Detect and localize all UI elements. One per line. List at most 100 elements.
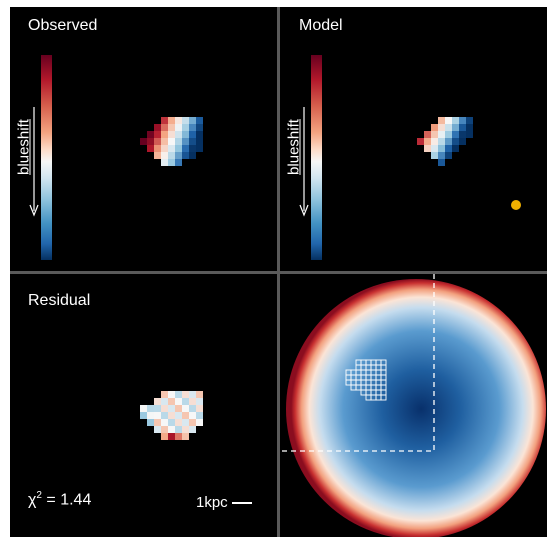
observed-pixel <box>147 138 154 145</box>
galaxy-disk <box>280 274 546 537</box>
observed-pixel <box>189 145 196 152</box>
residual-pixel <box>182 433 189 440</box>
model-pixel <box>438 124 445 131</box>
observed-pixel <box>196 145 203 152</box>
residual-pixel <box>168 391 175 398</box>
observed-pixel <box>175 145 182 152</box>
model-pixel <box>452 117 459 124</box>
chi-value: = 1.44 <box>41 491 92 509</box>
observed-pixel <box>154 152 161 159</box>
observed-pixel <box>168 152 175 159</box>
model-pixel <box>452 131 459 138</box>
residual-pixel <box>168 405 175 412</box>
model-pixel <box>445 117 452 124</box>
residual-pixel <box>154 405 161 412</box>
residual-pixel <box>196 412 203 419</box>
residual-pixel <box>161 398 168 405</box>
observed-pixel <box>168 117 175 124</box>
residual-pixel <box>189 391 196 398</box>
residual-pixel <box>175 412 182 419</box>
observed-pixel <box>147 131 154 138</box>
model-pixel <box>445 145 452 152</box>
observed-pixel <box>175 138 182 145</box>
residual-pixel <box>168 419 175 426</box>
observed-pixel <box>168 145 175 152</box>
model-pixel <box>445 138 452 145</box>
observed-pixel <box>161 145 168 152</box>
residual-pixel <box>189 405 196 412</box>
observed-title: Observed <box>28 17 98 34</box>
residual-pixel <box>154 412 161 419</box>
observed-pixel <box>182 124 189 131</box>
observed-pixel <box>182 138 189 145</box>
residual-pixel <box>175 398 182 405</box>
observed-pixel <box>161 152 168 159</box>
residual-pixel <box>182 391 189 398</box>
residual-pixel <box>154 398 161 405</box>
observed-pixel <box>161 131 168 138</box>
observed-pixel <box>175 124 182 131</box>
observed-pixel <box>161 159 168 166</box>
residual-pixel <box>175 391 182 398</box>
psf-marker-icon <box>511 200 521 210</box>
observed-pixel <box>182 152 189 159</box>
chi-exponent: 2 <box>36 490 42 501</box>
residual-pixel <box>196 398 203 405</box>
figure: Observed blueshift Model blueshift Resid… <box>10 7 547 537</box>
observed-pixel <box>168 131 175 138</box>
residual-pixel <box>189 419 196 426</box>
ifu-footprint-grid <box>345 359 387 401</box>
model-pixel <box>459 138 466 145</box>
observed-pixel <box>189 124 196 131</box>
residual-pixel <box>168 398 175 405</box>
observed-pixel <box>182 117 189 124</box>
model-pixel <box>445 152 452 159</box>
model-pixel <box>431 138 438 145</box>
model-pixel <box>417 138 424 145</box>
residual-pixel <box>189 412 196 419</box>
observed-pixel <box>182 145 189 152</box>
model-pixel <box>438 145 445 152</box>
residual-pixel <box>182 405 189 412</box>
residual-pixel <box>168 412 175 419</box>
observed-pixel <box>168 124 175 131</box>
residual-pixel <box>196 419 203 426</box>
observed-pixel <box>140 138 147 145</box>
observed-arrow-icon <box>29 107 39 217</box>
model-pixel <box>459 124 466 131</box>
residual-pixel <box>175 405 182 412</box>
observed-pixel <box>175 117 182 124</box>
observed-pixel <box>168 138 175 145</box>
model-pixel <box>431 152 438 159</box>
residual-pixel <box>147 405 154 412</box>
observed-pixel <box>189 131 196 138</box>
residual-pixel <box>154 426 161 433</box>
observed-pixel <box>161 117 168 124</box>
residual-pixel <box>175 419 182 426</box>
observed-pixel <box>189 152 196 159</box>
model-pixel <box>452 124 459 131</box>
residual-pixel <box>182 419 189 426</box>
observed-colorbar <box>41 55 52 260</box>
residual-pixel <box>196 391 203 398</box>
observed-pixel <box>161 124 168 131</box>
model-title: Model <box>299 17 343 34</box>
model-arrow-icon <box>299 107 309 217</box>
observed-pixel <box>175 159 182 166</box>
scale-indicator: 1kpc <box>196 494 252 511</box>
model-pixel <box>431 145 438 152</box>
residual-pixel <box>182 412 189 419</box>
residual-pixel <box>189 426 196 433</box>
model-pixel <box>452 145 459 152</box>
model-pixel <box>466 124 473 131</box>
observed-pixel <box>154 145 161 152</box>
observed-pixel <box>175 131 182 138</box>
residual-pixel <box>140 405 147 412</box>
model-pixel <box>431 124 438 131</box>
model-colorbar <box>311 55 322 260</box>
observed-pixel <box>196 117 203 124</box>
observed-pixel <box>168 159 175 166</box>
residual-title: Residual <box>28 292 91 309</box>
chi-symbol: χ <box>28 491 37 509</box>
observed-pixel <box>196 124 203 131</box>
